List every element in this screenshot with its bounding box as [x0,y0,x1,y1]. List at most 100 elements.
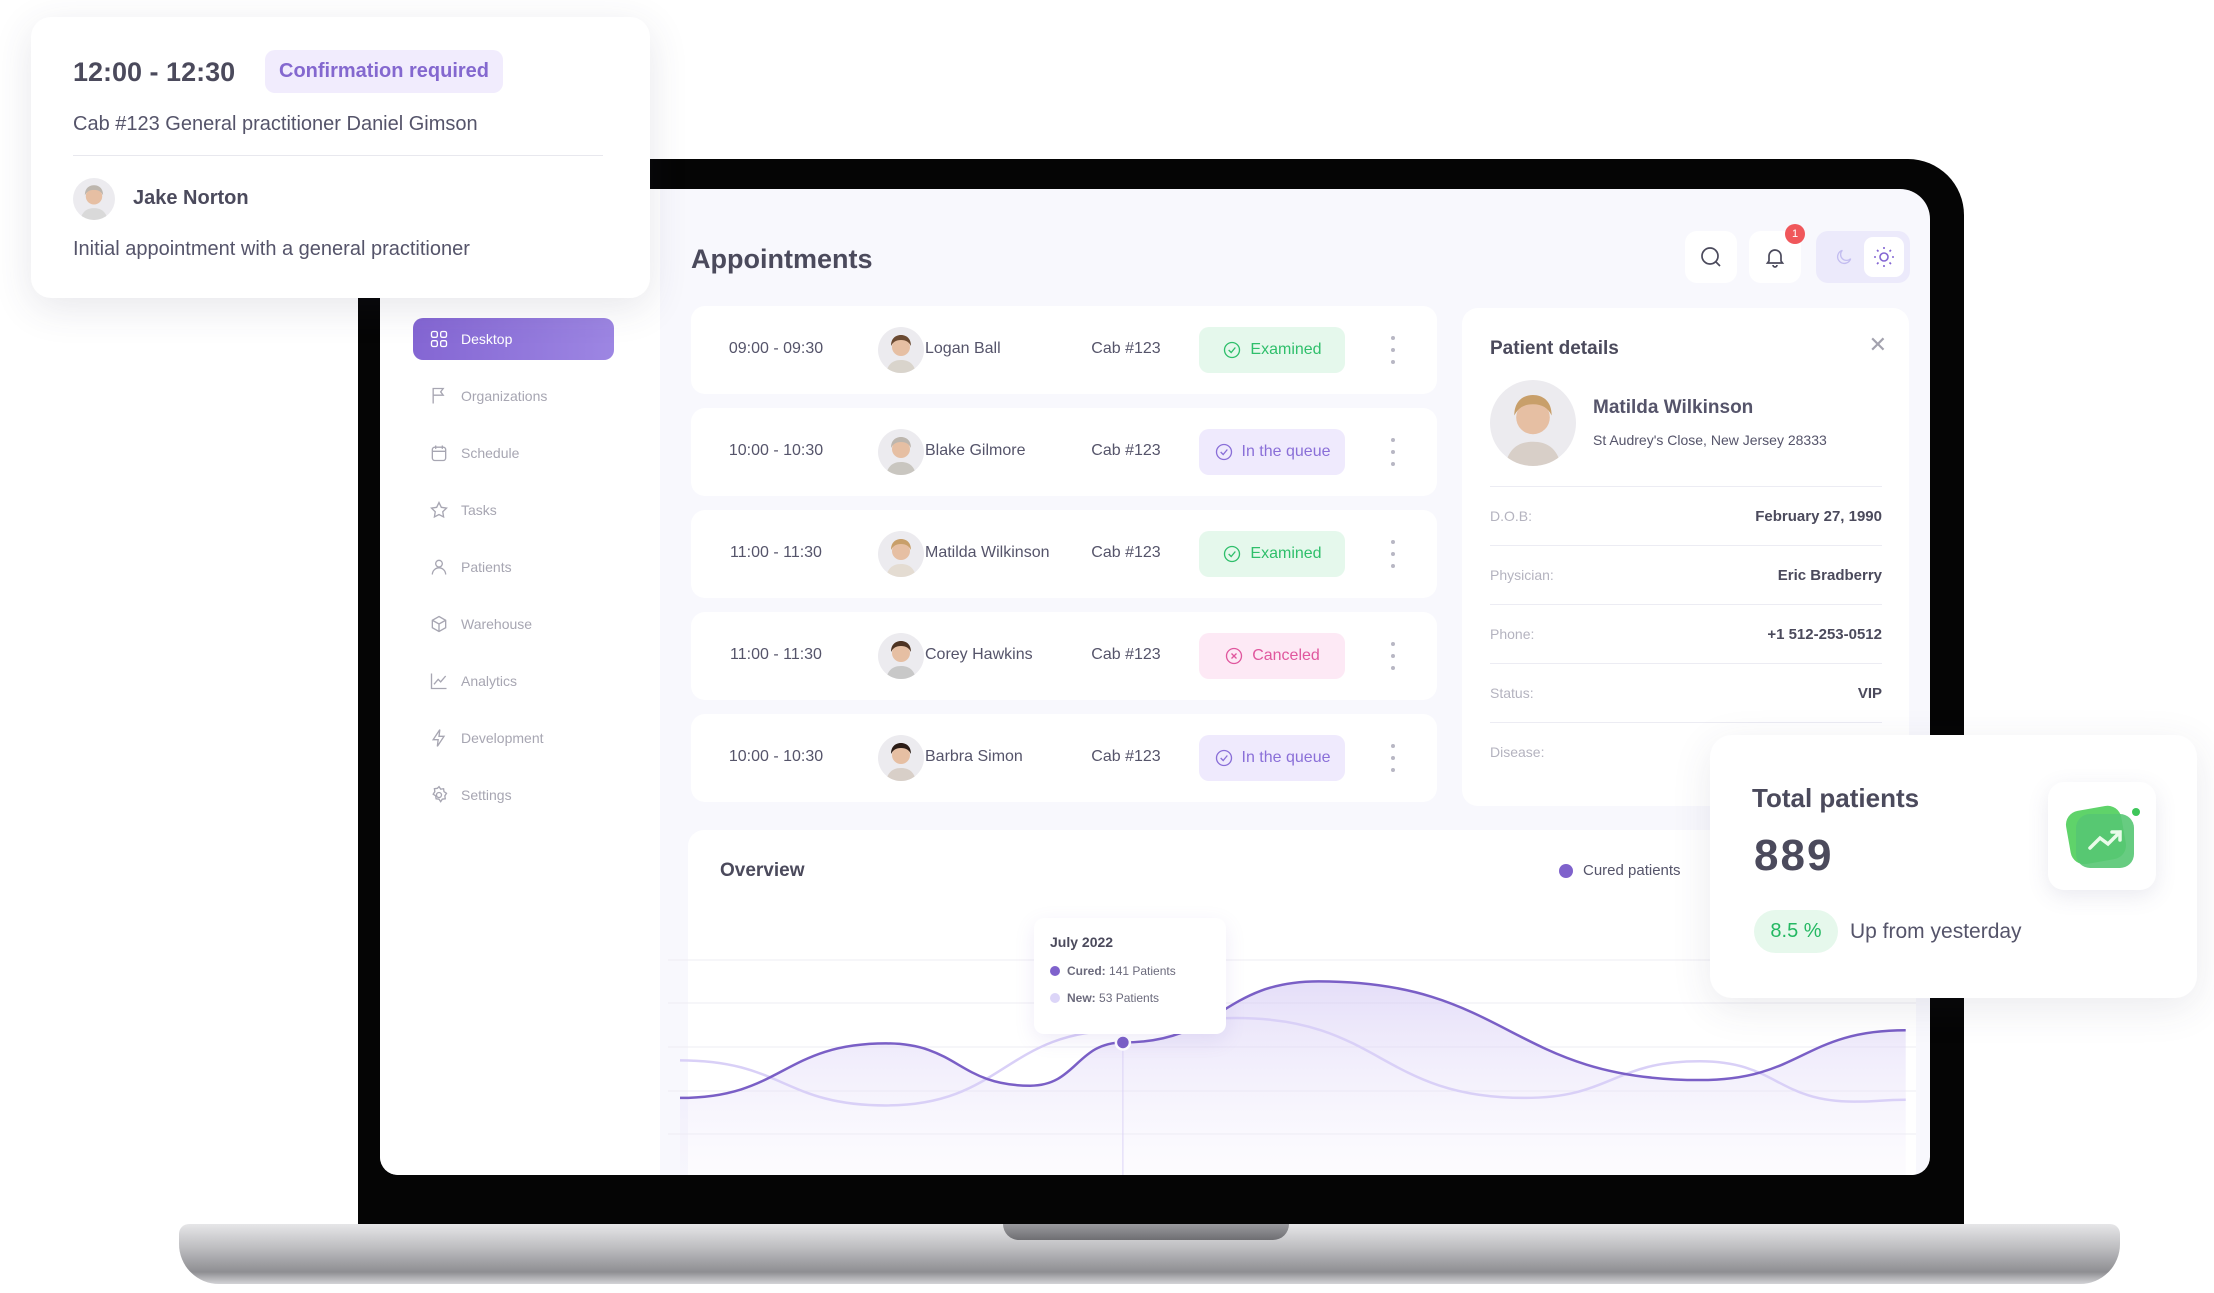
sidebar-item-desktop[interactable]: Desktop [413,318,614,360]
patient-name[interactable]: Barbra Simon [925,748,1023,765]
search-icon [1701,247,1721,267]
sidebar-item-label: Schedule [461,445,520,461]
chart-legend: Cured patients [1559,862,1681,879]
more-options-icon[interactable] [1385,434,1401,470]
new-dot [1050,993,1060,1003]
appointment-time: 11:00 - 11:30 [730,646,822,663]
appointment-row[interactable]: 11:00 - 11:30 Matilda Wilkinson Cab #123 Ex… [691,510,1437,598]
overview-title: Overview [720,860,805,881]
gear-icon [432,785,448,803]
detail-label: Disease: [1490,744,1545,760]
status-badge: In the queue [1199,429,1345,475]
calendar-icon [431,445,447,462]
avatar [73,178,115,220]
legend-label: Cured patients [1583,862,1681,879]
sidebar-item-settings[interactable]: Settings [413,774,614,816]
appointment-row[interactable]: 09:00 - 09:30 Logan Ball Cab #123 Examined [691,306,1437,394]
patient-name[interactable]: Logan Ball [925,340,1001,357]
sun-icon [1874,247,1894,267]
popup-time: 12:00 - 12:30 [73,57,236,87]
patient-name[interactable]: Corey Hawkins [925,646,1033,663]
dark-mode-button[interactable] [1824,237,1864,277]
close-icon[interactable]: ✕ [1868,332,1887,357]
status-badge: Examined [1199,327,1345,373]
more-options-icon[interactable] [1385,332,1401,368]
more-options-icon[interactable] [1385,740,1401,776]
cabinet: Cab #123 [1091,646,1161,663]
avatar [878,633,924,679]
patient-name[interactable]: Blake Gilmore [925,442,1026,459]
user-icon [431,559,447,575]
flag-icon [432,387,445,404]
avatar [878,735,924,781]
status-badge: Examined [1199,531,1345,577]
page-title: Appointments [691,244,873,274]
cured-dot [1050,966,1060,976]
popup-cab-info: Cab #123 General practitioner Daniel Gim… [73,113,478,135]
more-options-icon[interactable] [1385,638,1401,674]
check-circle-icon [1215,443,1232,461]
appointment-row[interactable]: 10:00 - 10:30 Barbra Simon Cab #123 In the … [691,714,1437,802]
tooltip-title: July 2022 [1050,934,1114,950]
new-patients-line [679,1016,1906,1107]
bell-icon [1765,249,1785,268]
legend-swatch [1559,863,1573,878]
patient-address: St Audrey's Close, New Jersey 28333 [1593,432,1827,448]
search-button[interactable] [1685,231,1737,283]
sidebar-item-label: Development [461,730,544,746]
sidebar-item-warehouse[interactable]: Warehouse [413,603,614,645]
popup-patient-name: Jake Norton [133,187,249,209]
patient-name[interactable]: Matilda Wilkinson [925,544,1050,561]
status-label: In the queue [1241,749,1331,766]
status-badge: Canceled [1199,633,1345,679]
sidebar-item-patients[interactable]: Patients [413,546,614,588]
detail-row: Status: VIP [1490,663,1882,722]
highlight-point[interactable] [1114,1034,1132,1051]
sidebar-item-label: Patients [461,559,512,575]
change-label: Up from yesterday [1850,920,2022,943]
star-icon [430,500,448,519]
appointment-time: 11:00 - 11:30 [730,544,822,561]
status-badge: In the queue [1199,735,1345,781]
confirmation-badge[interactable]: Confirmation required [265,50,504,93]
patient-avatar [1490,380,1576,466]
cabinet: Cab #123 [1091,442,1161,459]
appointment-time: 10:00 - 10:30 [728,442,824,459]
notification-badge: 1 [1785,224,1805,244]
cabinet: Cab #123 [1091,748,1161,765]
sidebar-item-label: Warehouse [461,616,533,632]
tooltip-cured-value: 141 Patients [1109,964,1176,978]
chart-line-icon [430,673,447,690]
detail-value: +1 512-253-0512 [1767,625,1882,643]
laptop-notch [1003,1224,1289,1240]
sidebar-item-organizations[interactable]: Organizations [413,375,614,417]
avatar [878,327,924,373]
sidebar-item-analytics[interactable]: Analytics [413,660,614,702]
detail-label: Status: [1490,685,1534,701]
appointment-time: 10:00 - 10:30 [728,748,824,765]
status-label: Examined [1250,341,1322,358]
theme-toggle[interactable] [1816,231,1910,283]
check-circle-icon [1215,749,1232,767]
detail-value: Eric Bradberry [1777,566,1882,584]
detail-value: VIP [1857,684,1882,702]
avatar [878,429,924,475]
sidebar-item-label: Tasks [461,502,497,518]
appointment-row[interactable]: 11:00 - 11:30 Corey Hawkins Cab #123 Cancel… [691,612,1437,700]
popup-description: Initial appointment with a general pract… [73,238,470,260]
appointment-row[interactable]: 10:00 - 10:30 Blake Gilmore Cab #123 In the… [691,408,1437,496]
patient-name: Matilda Wilkinson [1593,397,1754,418]
more-options-icon[interactable] [1385,536,1401,572]
total-patients-title: Total patients [1752,783,1920,813]
sidebar: Desktop Organizations Schedule Tasks Patient… [380,189,660,1175]
sidebar-item-development[interactable]: Development [413,717,614,759]
box-icon [431,615,447,633]
detail-row: Disease: [1490,722,1882,781]
appointment-time: 09:00 - 09:30 [728,340,824,357]
sidebar-item-schedule[interactable]: Schedule [413,432,614,474]
total-patients-card: Total patients 889 8.5 % Up from yesterd… [1710,735,2197,998]
light-mode-button[interactable] [1864,237,1904,277]
panel-title: Patient details [1490,338,1619,359]
sidebar-item-tasks[interactable]: Tasks [413,489,614,531]
detail-label: Physician: [1490,567,1554,583]
